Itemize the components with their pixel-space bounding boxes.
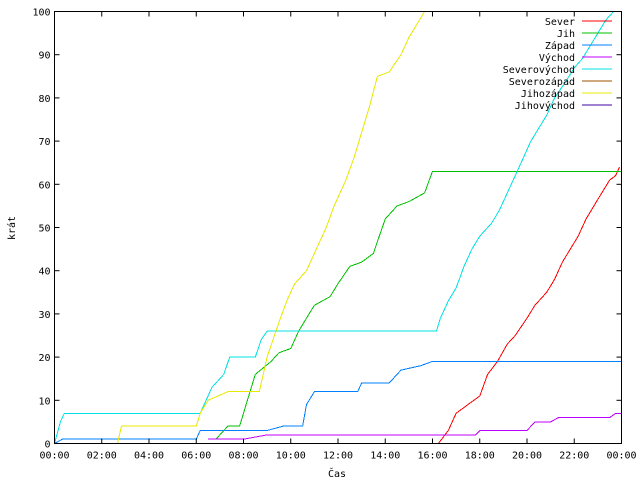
x-tick-label: 10:00 xyxy=(276,451,306,462)
y-tick-label: 20 xyxy=(38,353,50,364)
series-line-Východ xyxy=(208,412,622,440)
series-layer xyxy=(54,11,622,444)
y-tick-label: 10 xyxy=(38,396,50,407)
y-tick-label: 80 xyxy=(38,94,50,105)
legend-label: Jihozápad xyxy=(521,88,575,100)
x-tick-label: 14:00 xyxy=(370,451,400,462)
legend-label: Jihovýchod xyxy=(515,100,575,112)
ticks-layer: 0 10 20 30 40 50 60 70 80 90 100 00:00 02:00 04:00 06:… xyxy=(32,8,636,462)
x-tick-label: 16:00 xyxy=(417,451,447,462)
legend-label: Jih xyxy=(557,29,575,40)
series-line-Jih xyxy=(215,170,622,440)
legend: SeverJihZápadVýchodSeverovýchodSeverozáp… xyxy=(503,17,612,112)
legend-label: Severozápad xyxy=(509,76,575,88)
x-tick-label: 18:00 xyxy=(465,451,495,462)
x-tick-label: 00:00 xyxy=(606,451,636,462)
x-tick-label: 08:00 xyxy=(228,451,258,462)
y-tick-label: 0 xyxy=(44,440,50,451)
legend-label: Sever xyxy=(545,17,575,28)
y-tick-label: 60 xyxy=(38,180,50,191)
y-tick-label: 50 xyxy=(38,224,50,235)
series-group xyxy=(54,11,622,444)
series-line-Severovýchod xyxy=(54,11,614,444)
x-tick-label: 20:00 xyxy=(512,451,542,462)
series-line-Sever xyxy=(214,166,620,444)
series-line-Západ xyxy=(54,360,622,444)
x-tick-label: 02:00 xyxy=(87,451,117,462)
x-tick-label: 00:00 xyxy=(39,451,69,462)
x-tick-label: 22:00 xyxy=(559,451,589,462)
y-tick-label: 30 xyxy=(38,310,50,321)
x-tick-label: 04:00 xyxy=(134,451,164,462)
y-tick-label: 100 xyxy=(32,8,50,19)
series-line-Jihozápad xyxy=(117,11,426,444)
y-tick-label: 90 xyxy=(38,51,50,62)
x-axis-label: Čas xyxy=(328,467,346,480)
y-tick-label: 70 xyxy=(38,137,50,148)
legend-label: Východ xyxy=(539,52,575,64)
y-tick-label: 40 xyxy=(38,267,50,278)
legend-label: Západ xyxy=(545,40,575,52)
x-tick-label: 12:00 xyxy=(323,451,353,462)
x-tick-label: 06:00 xyxy=(181,451,211,462)
y-axis-label: krát xyxy=(6,216,18,240)
legend-label: Severovýchod xyxy=(503,64,575,76)
